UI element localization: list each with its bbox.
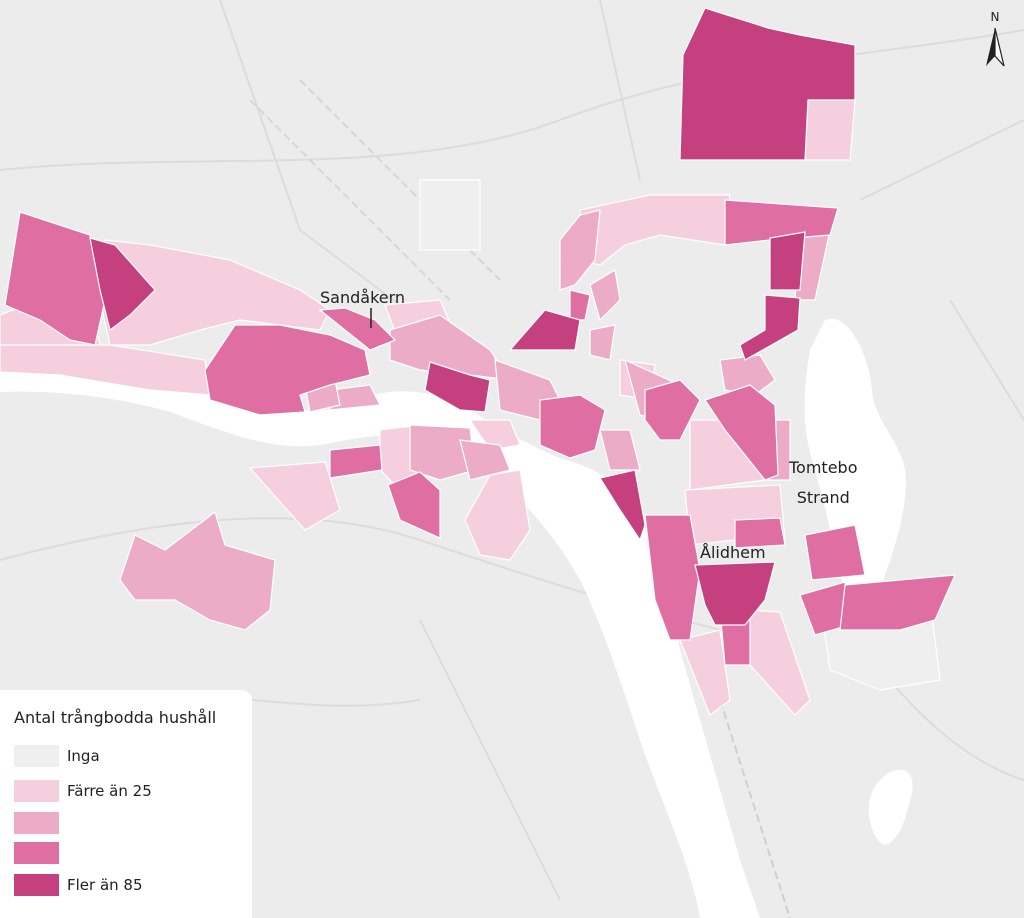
legend-label: Fler än 85 (67, 876, 143, 894)
north-letter: N (990, 10, 1000, 24)
north-arrow-glyph (986, 27, 1005, 67)
map-legend: Antal trångbodda hushåll Inga Färre än 2… (0, 690, 252, 918)
districts-class-3 (4, 199, 956, 666)
legend-swatch (14, 874, 59, 896)
place-label-tomtebo-line1: Tomtebo (789, 458, 858, 477)
north-arrow-icon: N (982, 10, 1008, 70)
river (0, 364, 760, 918)
legend-swatch (14, 745, 59, 767)
tomtebo-lake (804, 318, 906, 594)
place-label-alidhem: Ålidhem (700, 543, 766, 562)
legend-swatch (14, 812, 59, 834)
place-label-tomtebo-line2: Strand (796, 488, 850, 507)
legend-swatch (14, 780, 59, 802)
place-label-tomtebo-strand: Tomtebo Strand (789, 453, 858, 513)
legend-title: Antal trångbodda hushåll (14, 708, 217, 727)
districts-class-4 (89, 7, 856, 626)
legend-label: Inga (67, 747, 100, 765)
legend-swatch (14, 842, 59, 864)
place-label-sandakern: Sandåkern (320, 288, 406, 307)
small-lake (868, 769, 913, 845)
legend-label: Färre än 25 (67, 782, 152, 800)
